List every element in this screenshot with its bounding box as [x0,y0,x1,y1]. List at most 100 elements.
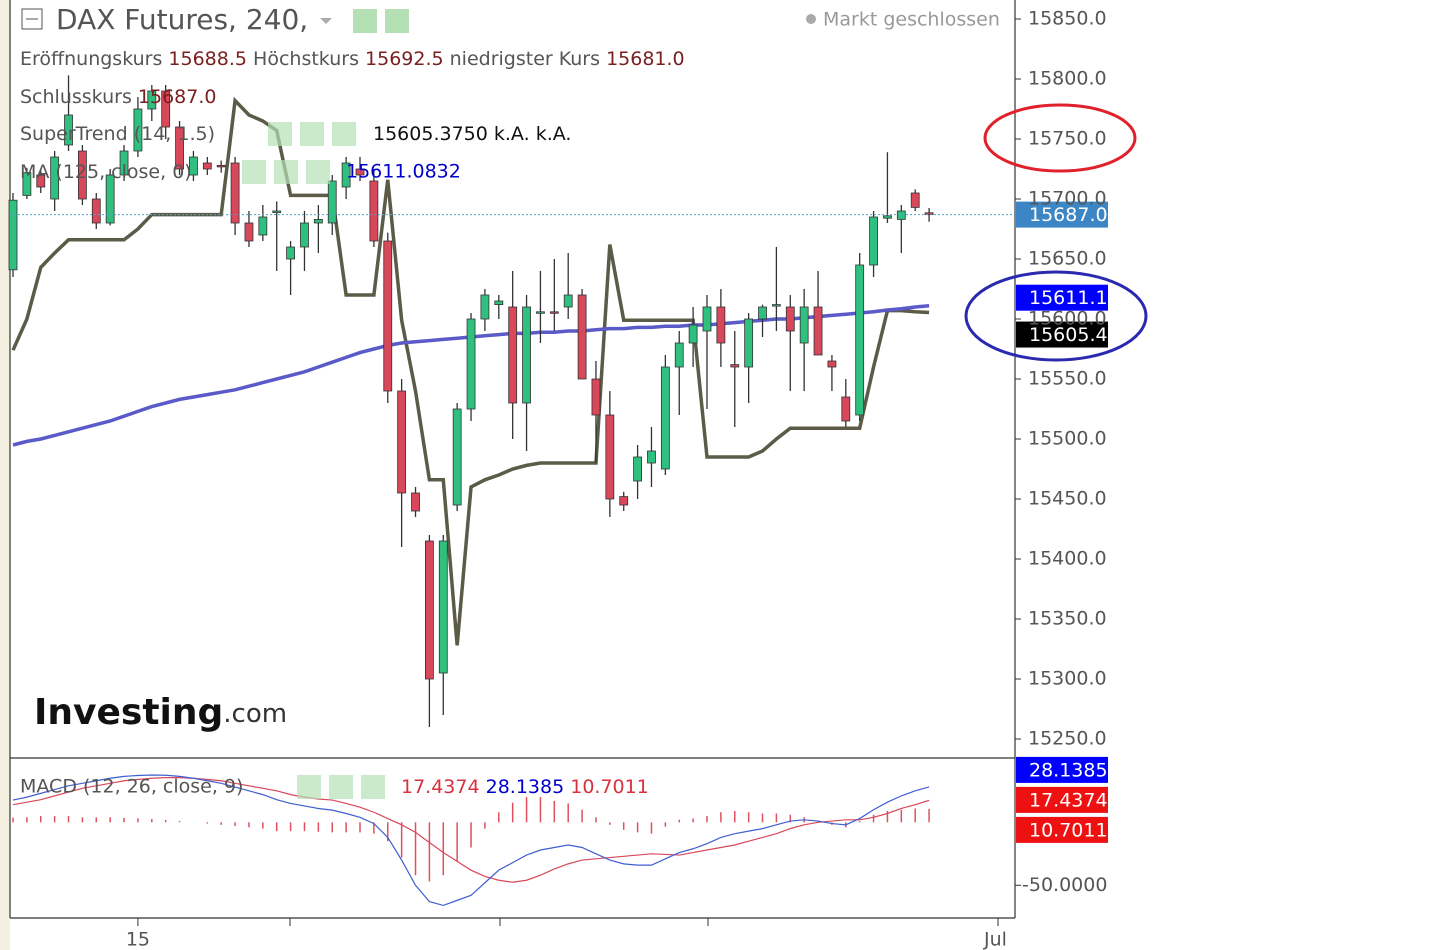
collapse-icon[interactable] [21,8,43,30]
legend-value: 15687.0 [138,86,217,108]
legend-value: 28.1385 [486,776,565,798]
y-tick-label: 15850.0 [1028,7,1107,29]
legend-label: MA (125, close, 0) [20,161,192,183]
candle-body [411,492,420,512]
legend-value: k.A. [494,123,530,145]
y-tick-label: 15550.0 [1028,367,1107,389]
signal-line [12,777,930,883]
candle-body [119,150,129,176]
chart-title: DAX Futures, 240, [56,3,308,36]
legend-value: 10.7011 [570,776,649,798]
candle-body [258,216,268,236]
legend-label: SuperTrend (14, 1.5) [20,123,215,145]
candle-body [175,126,184,170]
close-icon[interactable] [332,122,356,146]
legend-value: 15605.3750 [373,123,488,145]
candle-body [563,294,573,308]
y-tick-label: 15250.0 [1028,727,1107,749]
candle-body [397,390,407,494]
eye-icon[interactable] [268,122,292,146]
y-tick-label: 15800.0 [1028,67,1107,89]
y-tick-label: 15750.0 [1028,127,1107,149]
candle-body [758,306,767,320]
candle-body [702,306,712,332]
eye-icon[interactable] [242,160,266,184]
candle-body [855,264,865,416]
candle-body [466,318,476,410]
eye-icon[interactable] [297,775,321,799]
candle-body [438,540,448,674]
candle-body [36,174,46,188]
eye-icon[interactable] [353,9,377,33]
supertrend-legend: SuperTrend (14, 1.5) [20,123,215,145]
candle-body [910,192,920,208]
value-badge [1016,756,1108,783]
legend-value: 15688.5 [168,48,247,70]
candle-body [591,378,601,416]
candle-body [341,162,351,188]
left-edge [0,0,10,950]
candle-body [313,218,323,224]
candle-body [716,306,726,344]
settings-icon[interactable] [274,160,298,184]
macd-legend: MACD (12, 26, close, 9) [20,776,243,798]
candle-body [883,215,892,219]
settings-icon[interactable] [385,9,409,33]
candle-body [50,156,60,200]
status: Markt geschlossen [823,9,1000,31]
close-icon[interactable] [361,775,385,799]
value-badge-label: 10.7011 [1029,819,1108,841]
candle-body [105,174,115,224]
candle-body [660,366,670,470]
y-tick-label: 15400.0 [1028,547,1107,569]
y-tick-label: 15600.0 [1028,307,1107,329]
macd-line [12,774,930,907]
plot [8,75,1015,907]
candle-body [286,246,296,260]
candle-body [22,172,32,196]
candle-body [202,162,212,170]
time-ticks [289,918,999,926]
ohlc-legend: Schlusskurs 15687.0 [20,86,216,108]
y-tick-label: 15450.0 [1028,487,1107,509]
legend-label: niedrigster Kurs [450,48,600,70]
settings-icon[interactable] [300,122,324,146]
candle-body [896,210,906,220]
watermark-brand: Investing [34,692,223,733]
candle-body [78,150,87,200]
y-tick-label: 15650.0 [1028,247,1107,269]
price-badge [1016,284,1108,311]
candle-body [674,342,684,368]
legend-label: Höchstkurs [253,48,359,70]
candle-body [924,212,934,215]
candle-body [605,414,615,500]
candle-body [452,408,462,506]
y-tick-label: 15700.0 [1028,187,1107,209]
value-badge [1016,786,1108,813]
candle-body [744,318,754,368]
candle-body [494,300,504,305]
ma-value: 15611.0832 [346,161,461,183]
legend-value: 15692.5 [365,48,444,70]
candle-body [216,164,226,168]
settings-icon[interactable] [329,775,353,799]
candle-body [189,156,198,176]
watermark-suffix: .com [223,699,287,729]
candle-body [619,496,629,506]
price-badge [1016,201,1108,228]
x-axis-end-label: Jul [983,929,1007,950]
candle-body [813,306,823,356]
candle-body [383,240,393,392]
close-icon[interactable] [306,160,330,184]
ohlc-legend: Eröffnungskurs 15688.5 Höchstkurs 15692.… [20,48,685,70]
candle-body [827,360,837,368]
candle-body [244,222,254,242]
candle-body [8,199,18,271]
candle-body [633,456,642,482]
highlight-ellipse [964,270,1148,362]
y-tick-label: 15300.0 [1028,667,1107,689]
candle-body [230,162,240,224]
y-tick-label: 15500.0 [1028,427,1107,449]
dropdown[interactable] [320,18,332,24]
